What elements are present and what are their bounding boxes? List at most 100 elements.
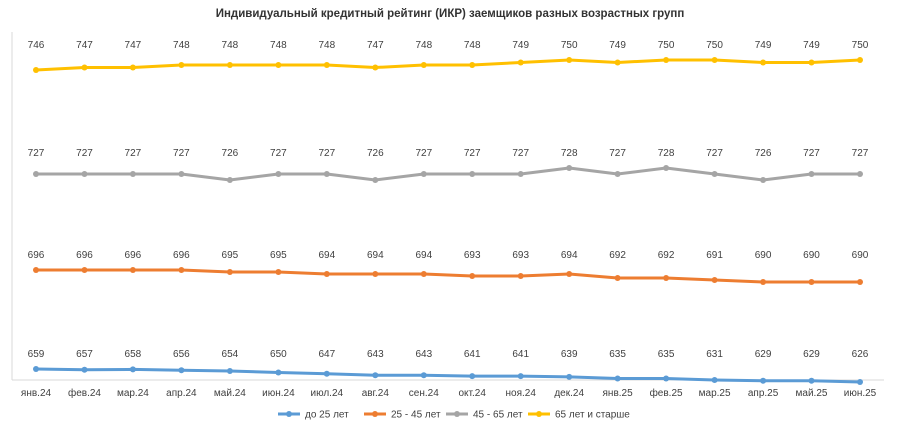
data-label: 693 bbox=[464, 250, 481, 261]
data-point bbox=[372, 64, 379, 71]
data-label: 727 bbox=[125, 148, 142, 159]
series-line bbox=[35, 367, 861, 384]
data-label: 696 bbox=[173, 250, 190, 261]
data-label: 641 bbox=[464, 349, 481, 360]
data-point bbox=[566, 165, 573, 171]
data-point bbox=[469, 373, 476, 380]
data-label: 750 bbox=[852, 40, 869, 51]
data-point bbox=[275, 171, 282, 177]
data-label: 695 bbox=[222, 250, 239, 261]
data-label: 694 bbox=[415, 250, 432, 261]
data-point bbox=[566, 373, 573, 380]
data-point bbox=[129, 267, 136, 273]
data-label: 748 bbox=[464, 40, 481, 51]
data-point bbox=[420, 171, 427, 177]
x-tick-label: фев.25 bbox=[650, 387, 683, 399]
data-label: 747 bbox=[367, 40, 384, 51]
data-point bbox=[226, 368, 233, 374]
data-label: 727 bbox=[706, 148, 723, 159]
data-point bbox=[33, 67, 39, 73]
data-label: 727 bbox=[609, 148, 626, 159]
data-label: 626 bbox=[852, 349, 869, 360]
x-tick-label: сен.24 bbox=[409, 388, 439, 399]
legend-label: 65 лет и старше bbox=[555, 410, 630, 421]
series-line bbox=[36, 268, 860, 284]
data-point bbox=[323, 62, 330, 68]
data-label: 635 bbox=[658, 349, 675, 360]
data-point bbox=[808, 279, 815, 285]
data-point bbox=[663, 165, 670, 171]
data-point bbox=[129, 366, 136, 373]
data-label: 647 bbox=[318, 349, 335, 360]
data-label: 650 bbox=[270, 349, 287, 360]
data-point bbox=[517, 273, 524, 279]
data-point bbox=[129, 171, 136, 177]
data-label: 659 bbox=[28, 349, 45, 360]
data-label: 748 bbox=[415, 40, 432, 51]
data-point bbox=[81, 64, 88, 71]
data-point bbox=[33, 366, 39, 372]
data-label: 690 bbox=[803, 250, 820, 261]
data-point bbox=[81, 267, 88, 273]
x-tick-label: май.25 bbox=[796, 388, 828, 399]
data-label: 692 bbox=[609, 250, 626, 261]
data-label: 748 bbox=[318, 40, 335, 51]
data-label: 750 bbox=[561, 40, 578, 51]
data-point bbox=[566, 271, 573, 277]
series-4: 746 747 747 748 748 748 748 747 748 748 749 750 749 7… bbox=[28, 40, 869, 73]
data-label: 747 bbox=[76, 40, 93, 51]
data-point bbox=[178, 367, 185, 374]
data-point bbox=[275, 269, 282, 275]
data-point bbox=[517, 171, 524, 177]
x-tick-label: янв.24 bbox=[21, 388, 52, 399]
data-point bbox=[81, 171, 88, 177]
data-point bbox=[81, 366, 88, 373]
data-point bbox=[614, 275, 621, 281]
data-label: 690 bbox=[755, 250, 772, 261]
data-point bbox=[129, 64, 136, 71]
legend-marker bbox=[454, 411, 460, 417]
data-label: 726 bbox=[222, 148, 239, 159]
data-label: 654 bbox=[222, 349, 239, 360]
data-label: 727 bbox=[28, 148, 45, 159]
series-line bbox=[35, 58, 861, 72]
data-point bbox=[33, 267, 39, 273]
legend-label: 25 - 45 лет bbox=[391, 410, 441, 421]
x-tick-label: авг.24 bbox=[362, 388, 390, 399]
data-label: 658 bbox=[125, 349, 142, 360]
data-label: 726 bbox=[755, 148, 772, 159]
x-tick-label: апр.25 bbox=[748, 388, 779, 399]
series-3: 727 727 727 727 726 727 727 726 727 727 727 728 727 7… bbox=[28, 148, 869, 183]
data-label: 690 bbox=[852, 250, 869, 261]
data-point bbox=[760, 59, 767, 66]
data-label: 726 bbox=[367, 148, 384, 159]
data-point bbox=[226, 177, 233, 183]
data-point bbox=[711, 277, 718, 283]
x-tick-label: дек.24 bbox=[554, 388, 584, 399]
data-label: 748 bbox=[270, 40, 287, 51]
data-label: 749 bbox=[755, 40, 772, 51]
data-point bbox=[372, 177, 379, 183]
legend-label: до 25 лет bbox=[305, 410, 349, 421]
data-label: 727 bbox=[318, 148, 335, 159]
data-point bbox=[760, 177, 767, 183]
x-tick-label: ноя.24 bbox=[505, 388, 536, 399]
data-point bbox=[517, 59, 524, 66]
data-point bbox=[420, 372, 427, 379]
data-point bbox=[711, 377, 718, 383]
data-label: 657 bbox=[76, 349, 93, 360]
data-point bbox=[663, 375, 670, 382]
data-label: 694 bbox=[318, 250, 335, 261]
data-point bbox=[857, 279, 863, 285]
x-tick-label: мар.24 bbox=[117, 388, 149, 399]
data-label: 631 bbox=[706, 349, 723, 360]
data-label: 727 bbox=[512, 148, 529, 159]
data-label: 692 bbox=[658, 250, 675, 261]
data-point bbox=[711, 57, 718, 63]
data-label: 643 bbox=[367, 349, 384, 360]
data-label: 639 bbox=[561, 349, 578, 360]
x-tick-label: фев.24 bbox=[68, 387, 101, 399]
series-2: 696 696 696 696 695 695 694 694 694 693 693 694 692 6… bbox=[28, 250, 869, 285]
data-label: 643 bbox=[415, 349, 432, 360]
data-label: 749 bbox=[609, 40, 626, 51]
